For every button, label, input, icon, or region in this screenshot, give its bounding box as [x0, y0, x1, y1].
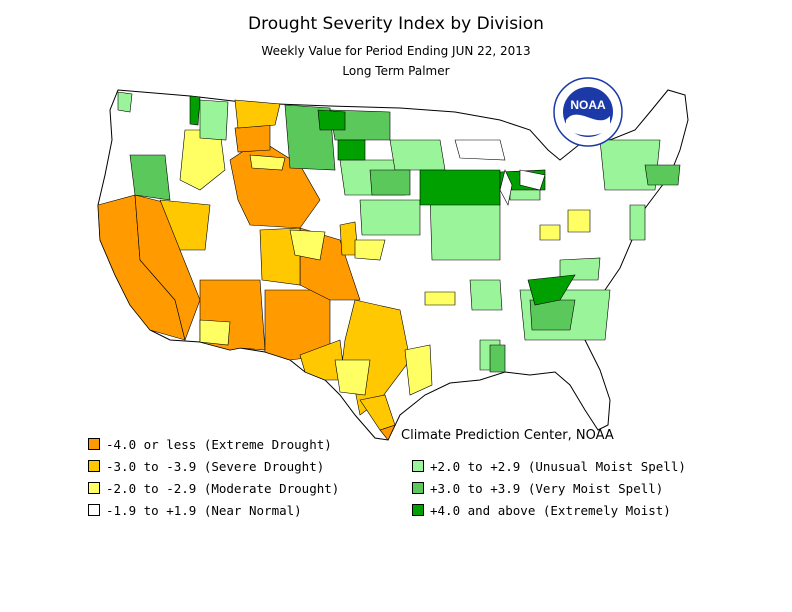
legend-swatch [88, 504, 100, 516]
moderate-drought-divisions [179, 129, 591, 396]
legend-swatch [88, 438, 100, 450]
legend-label: +4.0 and above (Extremely Moist) [430, 502, 671, 518]
legend-label: +3.0 to +3.9 (Very Moist Spell) [430, 480, 664, 496]
legend-item-extremely-moist: +4.0 and above (Extremely Moist) [412, 502, 671, 518]
legend-label: -1.9 to +1.9 (Near Normal) [106, 502, 302, 518]
legend-label: -3.0 to -3.9 (Severe Drought) [106, 458, 325, 474]
legend-item-moderate-drought: -2.0 to -2.9 (Moderate Drought) [88, 480, 339, 496]
index-name: Long Term Palmer [342, 64, 450, 78]
legend-item-unusual-moist: +2.0 to +2.9 (Unusual Moist Spell) [412, 458, 686, 474]
legend-label: -2.0 to -2.9 (Moderate Drought) [106, 480, 340, 496]
legend-item-extreme-drought: -4.0 or less (Extreme Drought) [88, 436, 332, 452]
legend-item-very-moist: +3.0 to +3.9 (Very Moist Spell) [412, 480, 663, 496]
noaa-logo-text: NOAA [570, 98, 606, 112]
legend-swatch [412, 482, 424, 494]
legend-swatch [412, 460, 424, 472]
great-lakes [454, 139, 546, 206]
legend-swatch [412, 504, 424, 516]
legend-swatch [88, 460, 100, 472]
legend-item-severe-drought: -3.0 to -3.9 (Severe Drought) [88, 458, 324, 474]
legend-swatch [88, 482, 100, 494]
credit-text: Climate Prediction Center, NOAA [401, 428, 614, 443]
noaa-logo-icon: NOAA [553, 77, 623, 147]
map-title: Drought Severity Index by Division [248, 14, 544, 34]
extremely-moist-divisions [189, 95, 576, 306]
legend-label: -4.0 or less (Extreme Drought) [106, 436, 332, 452]
map-subtitle: Weekly Value for Period Ending JUN 22, 2… [261, 44, 531, 58]
legend-item-near-normal: -1.9 to +1.9 (Near Normal) [88, 502, 302, 518]
legend-label: +2.0 to +2.9 (Unusual Moist Spell) [430, 458, 686, 474]
